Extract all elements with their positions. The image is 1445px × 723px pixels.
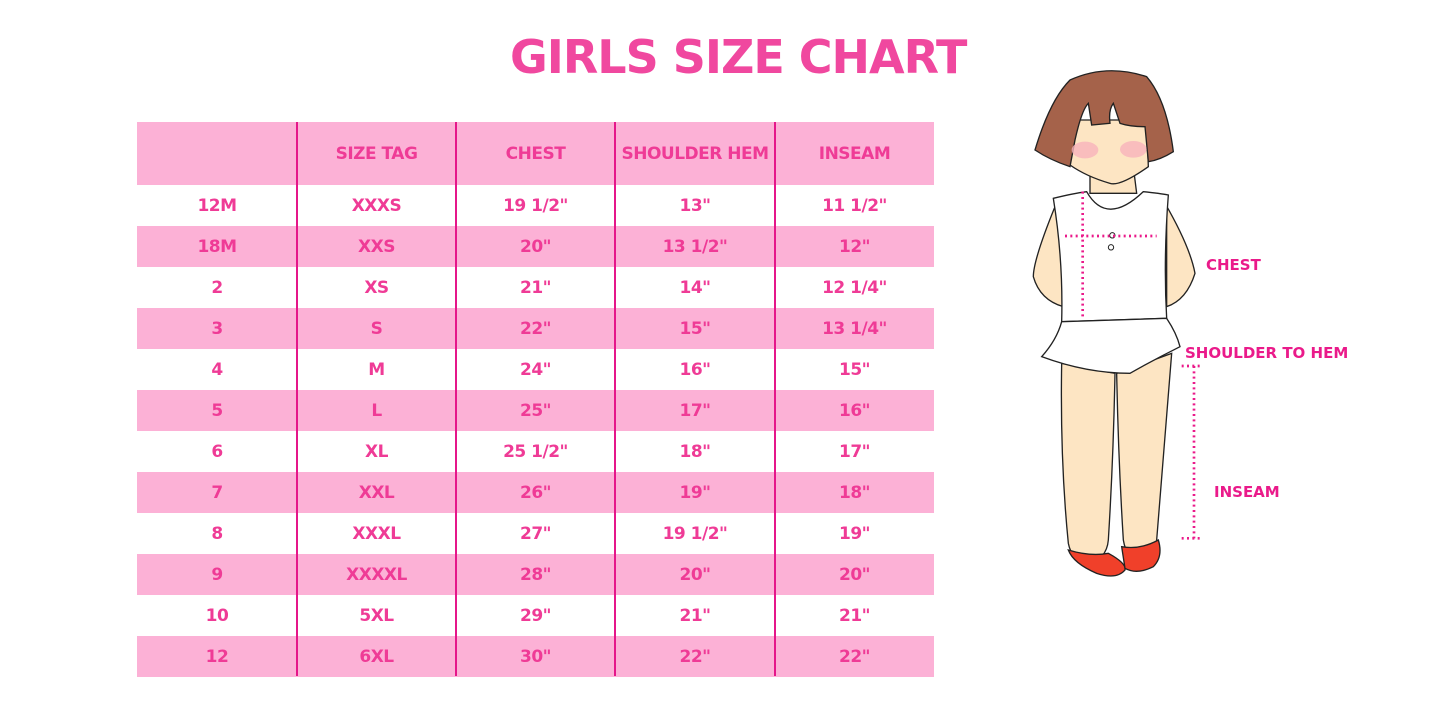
table-row: 6 XL 25 1/2" 18" 17": [137, 431, 934, 472]
table-cell: M: [368, 359, 385, 380]
table-cell: 11 1/2": [822, 195, 887, 216]
size-table: SIZE TAG CHEST SHOULDER HEM INSEAM 12M XXXS 19…: [137, 122, 934, 677]
header-cell: CHEST: [505, 143, 566, 164]
table-row: 3 S 22" 15" 13 1/4": [137, 308, 934, 349]
header-cell: SIZE TAG: [335, 143, 418, 164]
table-row: 7 XXL 26" 19" 18": [137, 472, 934, 513]
table-cell: XS: [364, 277, 389, 298]
table-row: 4 M 24" 16" 15": [137, 349, 934, 390]
table-cell: 8: [211, 523, 223, 544]
table-cell: 21": [838, 605, 871, 626]
table-cell: 17": [679, 400, 711, 421]
column-divider: [774, 122, 776, 676]
table-cell: 30": [519, 646, 552, 667]
table-row: 9 XXXXL 28" 20" 20": [137, 554, 934, 595]
column-divider: [296, 122, 298, 676]
table-cell: 22": [519, 318, 552, 339]
table-cell: XXXXL: [346, 564, 407, 585]
table-cell: 22": [679, 646, 711, 667]
table-cell: 15": [838, 359, 871, 380]
table-cell: 12": [838, 236, 871, 257]
table-header-row: SIZE TAG CHEST SHOULDER HEM INSEAM: [137, 122, 934, 185]
table-cell: 24": [519, 359, 552, 380]
header-cell: INSEAM: [818, 143, 891, 164]
table-cell: 13": [679, 195, 711, 216]
table-cell: 20": [838, 564, 871, 585]
table-cell: 4: [211, 359, 223, 380]
table-cell: XXXS: [351, 195, 402, 216]
table-cell: 2: [211, 277, 223, 298]
chest-label: CHEST: [1206, 256, 1261, 274]
table-cell: 6XL: [359, 646, 394, 667]
header-cell: SHOULDER HEM: [621, 143, 769, 164]
table-cell: 18": [679, 441, 711, 462]
table-cell: 19 1/2": [503, 195, 568, 216]
table-cell: 7: [211, 482, 223, 503]
table-cell: L: [371, 400, 382, 421]
table-cell: XXS: [358, 236, 395, 257]
table-row: 2 XS 21" 14" 12 1/4": [137, 267, 934, 308]
table-cell: 15": [679, 318, 711, 339]
table-cell: XL: [365, 441, 388, 462]
table-cell: 13 1/2": [662, 236, 728, 257]
table-cell: 26": [519, 482, 552, 503]
table-cell: 12M: [197, 195, 237, 216]
table-cell: 12 1/4": [822, 277, 887, 298]
page-title: GIRLS SIZE CHART: [510, 30, 967, 84]
inseam-label: INSEAM: [1214, 483, 1280, 501]
table-cell: 5XL: [359, 605, 394, 626]
table-cell: 27": [519, 523, 552, 544]
girl-illustration: [1032, 70, 1202, 577]
table-row: 8 XXXL 27" 19 1/2" 19": [137, 513, 934, 554]
table-row: 12 6XL 30" 22" 22": [137, 636, 934, 677]
column-divider: [614, 122, 616, 676]
table-row: 18M XXS 20" 13 1/2" 12": [137, 226, 934, 267]
table-cell: 18M: [197, 236, 237, 257]
table-cell: 12: [205, 646, 229, 667]
table-cell: 18": [838, 482, 871, 503]
table-cell: 25": [519, 400, 552, 421]
table-cell: 21": [519, 277, 552, 298]
table-row: 10 5XL 29" 21" 21": [137, 595, 934, 636]
table-cell: 28": [519, 564, 552, 585]
column-divider: [455, 122, 457, 676]
table-cell: 13 1/4": [822, 318, 887, 339]
table-cell: 3: [211, 318, 223, 339]
table-cell: 20": [679, 564, 711, 585]
table-cell: 16": [679, 359, 711, 380]
table-cell: 16": [838, 400, 871, 421]
table-cell: 19 1/2": [662, 523, 728, 544]
table-cell: 20": [519, 236, 552, 257]
table-cell: 9: [211, 564, 223, 585]
table-cell: 25 1/2": [503, 441, 568, 462]
table-cell: 6: [211, 441, 223, 462]
table-cell: 19": [679, 482, 711, 503]
table-row: 5 L 25" 17" 16": [137, 390, 934, 431]
table-cell: S: [370, 318, 383, 339]
table-cell: 5: [211, 400, 223, 421]
table-cell: 22": [838, 646, 871, 667]
table-row: 12M XXXS 19 1/2" 13" 11 1/2": [137, 185, 934, 226]
table-cell: 14": [679, 277, 711, 298]
shoulder-to-hem-label: SHOULDER TO HEM: [1185, 344, 1349, 362]
table-cell: 10: [205, 605, 229, 626]
table-cell: 29": [519, 605, 552, 626]
table-cell: 19": [838, 523, 871, 544]
table-cell: 17": [838, 441, 871, 462]
table-cell: XXXL: [352, 523, 401, 544]
table-cell: XXL: [358, 482, 395, 503]
table-cell: 21": [679, 605, 711, 626]
